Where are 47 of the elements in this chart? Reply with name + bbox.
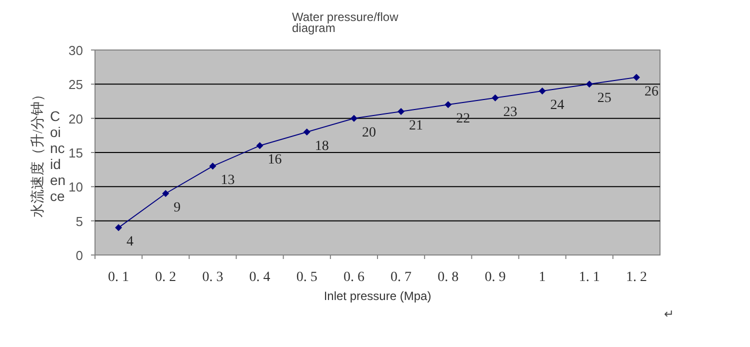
point	[538, 88, 546, 94]
point	[303, 128, 310, 136]
x-tick-label: 1. 2	[626, 270, 647, 285]
y-tick-label: 0	[76, 248, 83, 263]
y-tick-label: 30	[68, 43, 83, 58]
x-tick-label: 0. 2	[155, 270, 176, 285]
point	[492, 94, 499, 102]
data-label: 25	[597, 91, 612, 106]
data-label: 13	[220, 173, 235, 188]
point	[256, 142, 264, 150]
x-tick-label: 1. 1	[578, 270, 600, 285]
data-label: 9	[174, 200, 181, 216]
x-tick-label: 0. 8	[438, 270, 459, 285]
x-tick-label: 0. 9	[484, 270, 506, 285]
point	[632, 74, 640, 81]
x-tick-label: 1	[538, 270, 546, 285]
y-tick-label: 5	[76, 214, 83, 229]
x-tick-label: 0. 1	[108, 270, 130, 285]
point	[115, 224, 122, 232]
data-label: 21	[409, 118, 424, 134]
y-tick-label: 20	[68, 111, 83, 126]
data-label: 4	[126, 234, 134, 250]
point	[444, 101, 452, 108]
data-label: 24	[550, 98, 564, 113]
text: ↵	[664, 307, 674, 321]
chart-title: Water pressure/flow diagram	[292, 10, 400, 35]
data-label: 16	[268, 152, 282, 168]
y-tick-label: 25	[68, 77, 83, 92]
y-tick-label: 15	[68, 146, 83, 160]
data-label: 23	[503, 104, 518, 120]
y-axis-title: 水流速度（升/分钟）	[30, 88, 46, 218]
data-label: 20	[362, 125, 376, 140]
x-tick-label: 0. 3	[202, 270, 224, 285]
data-label: 18	[314, 139, 329, 154]
text: Coincidence	[50, 108, 67, 204]
x-axis-title: Inlet pressure (Mpa)	[324, 289, 432, 303]
data-label: 26	[644, 84, 658, 100]
point	[398, 108, 405, 115]
point	[586, 80, 593, 88]
point	[350, 114, 358, 122]
x-tick-label: 0. 4	[249, 270, 270, 285]
point	[209, 162, 216, 170]
x-tick-label: 0. 7	[390, 270, 412, 285]
y-tick-label: 10	[68, 180, 83, 195]
point	[162, 190, 170, 197]
x-tick-label: 0. 6	[343, 270, 364, 285]
x-tick-label: 0. 5	[296, 270, 318, 285]
